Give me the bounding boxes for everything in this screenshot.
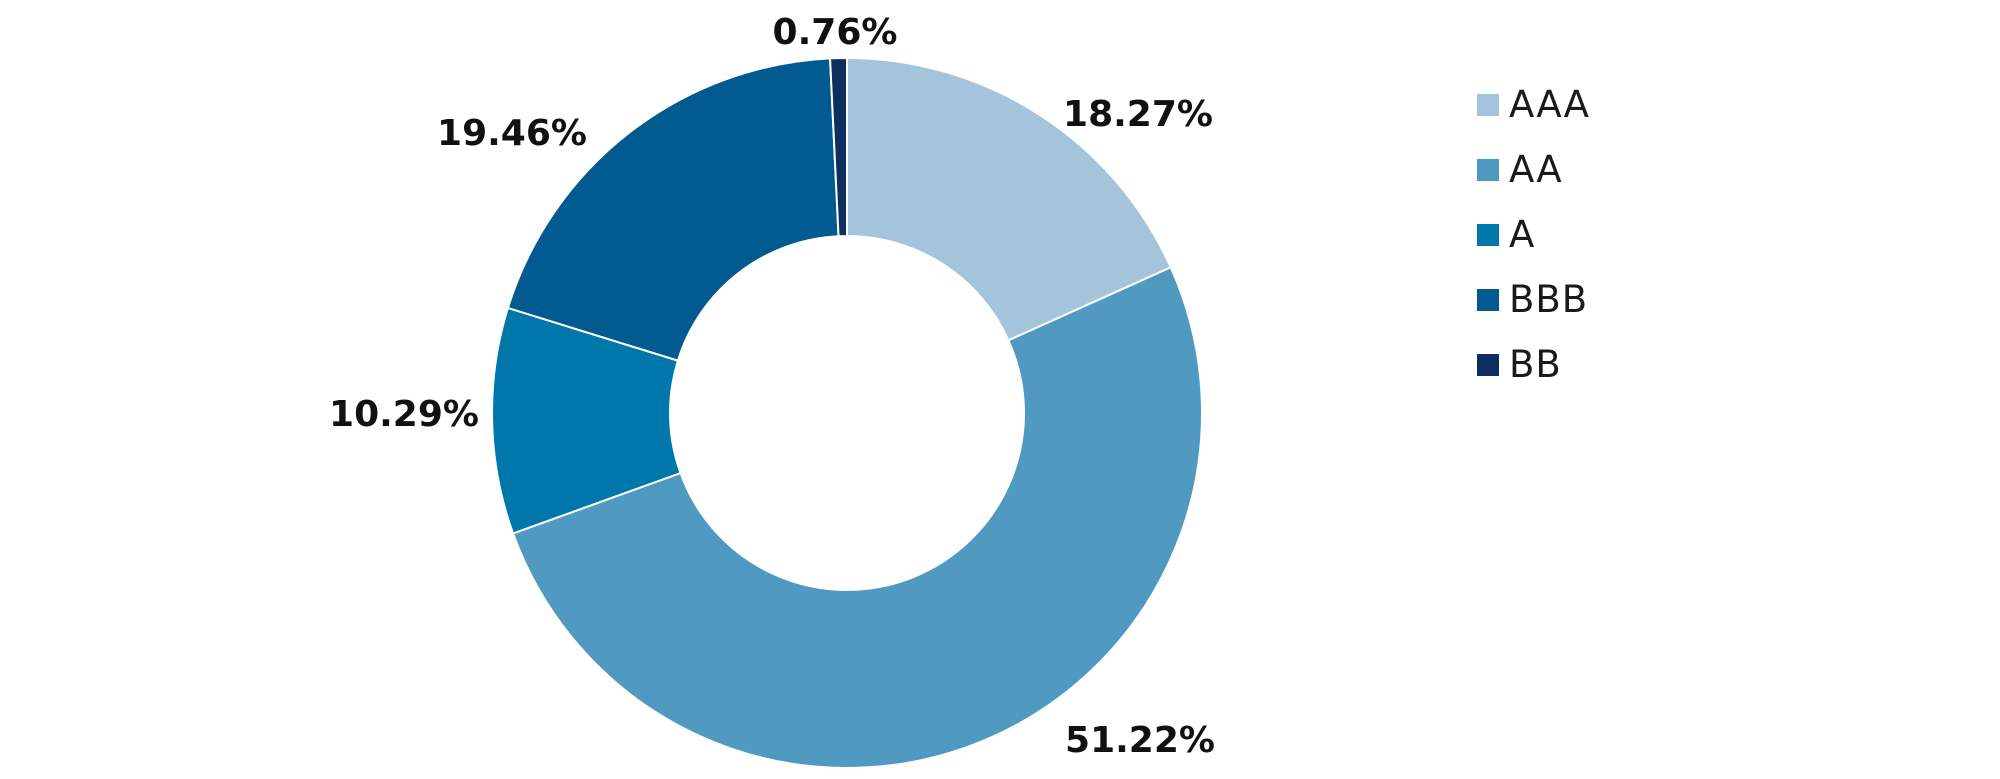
slice-bbb <box>506 57 840 362</box>
legend-item-aa: AA <box>1477 137 1590 202</box>
legend-label: A <box>1509 213 1536 256</box>
legend-item-a: A <box>1477 202 1590 267</box>
legend-swatch <box>1477 288 1499 311</box>
slice-value-labels: 18.27% 51.22% 10.29% 19.46% 0.76% <box>329 12 1215 761</box>
slice-aa <box>511 265 1203 769</box>
legend-swatch <box>1477 158 1499 181</box>
legend-label: AA <box>1509 148 1563 191</box>
legend-item-bb: BB <box>1477 332 1590 397</box>
slice-label-aaa: 18.27% <box>1063 94 1213 135</box>
legend-label: AAA <box>1509 83 1590 126</box>
legend-label: BBB <box>1509 278 1589 321</box>
donut-slices <box>491 56 1203 769</box>
slice-label-a: 10.29% <box>329 394 479 435</box>
slice-label-bbb: 19.46% <box>437 113 587 154</box>
slice-bb <box>829 56 848 238</box>
slice-aaa <box>846 56 1173 342</box>
slice-label-aa: 51.22% <box>1065 720 1215 761</box>
legend-swatch <box>1477 353 1499 376</box>
legend-swatch <box>1477 93 1499 116</box>
legend-swatch <box>1477 223 1499 246</box>
legend-item-bbb: BBB <box>1477 267 1590 332</box>
legend-label: BB <box>1509 343 1562 386</box>
chart-legend: AAA AA A BBB BB <box>1477 72 1590 397</box>
legend-item-aaa: AAA <box>1477 72 1590 137</box>
slice-label-bb: 0.76% <box>773 12 898 53</box>
